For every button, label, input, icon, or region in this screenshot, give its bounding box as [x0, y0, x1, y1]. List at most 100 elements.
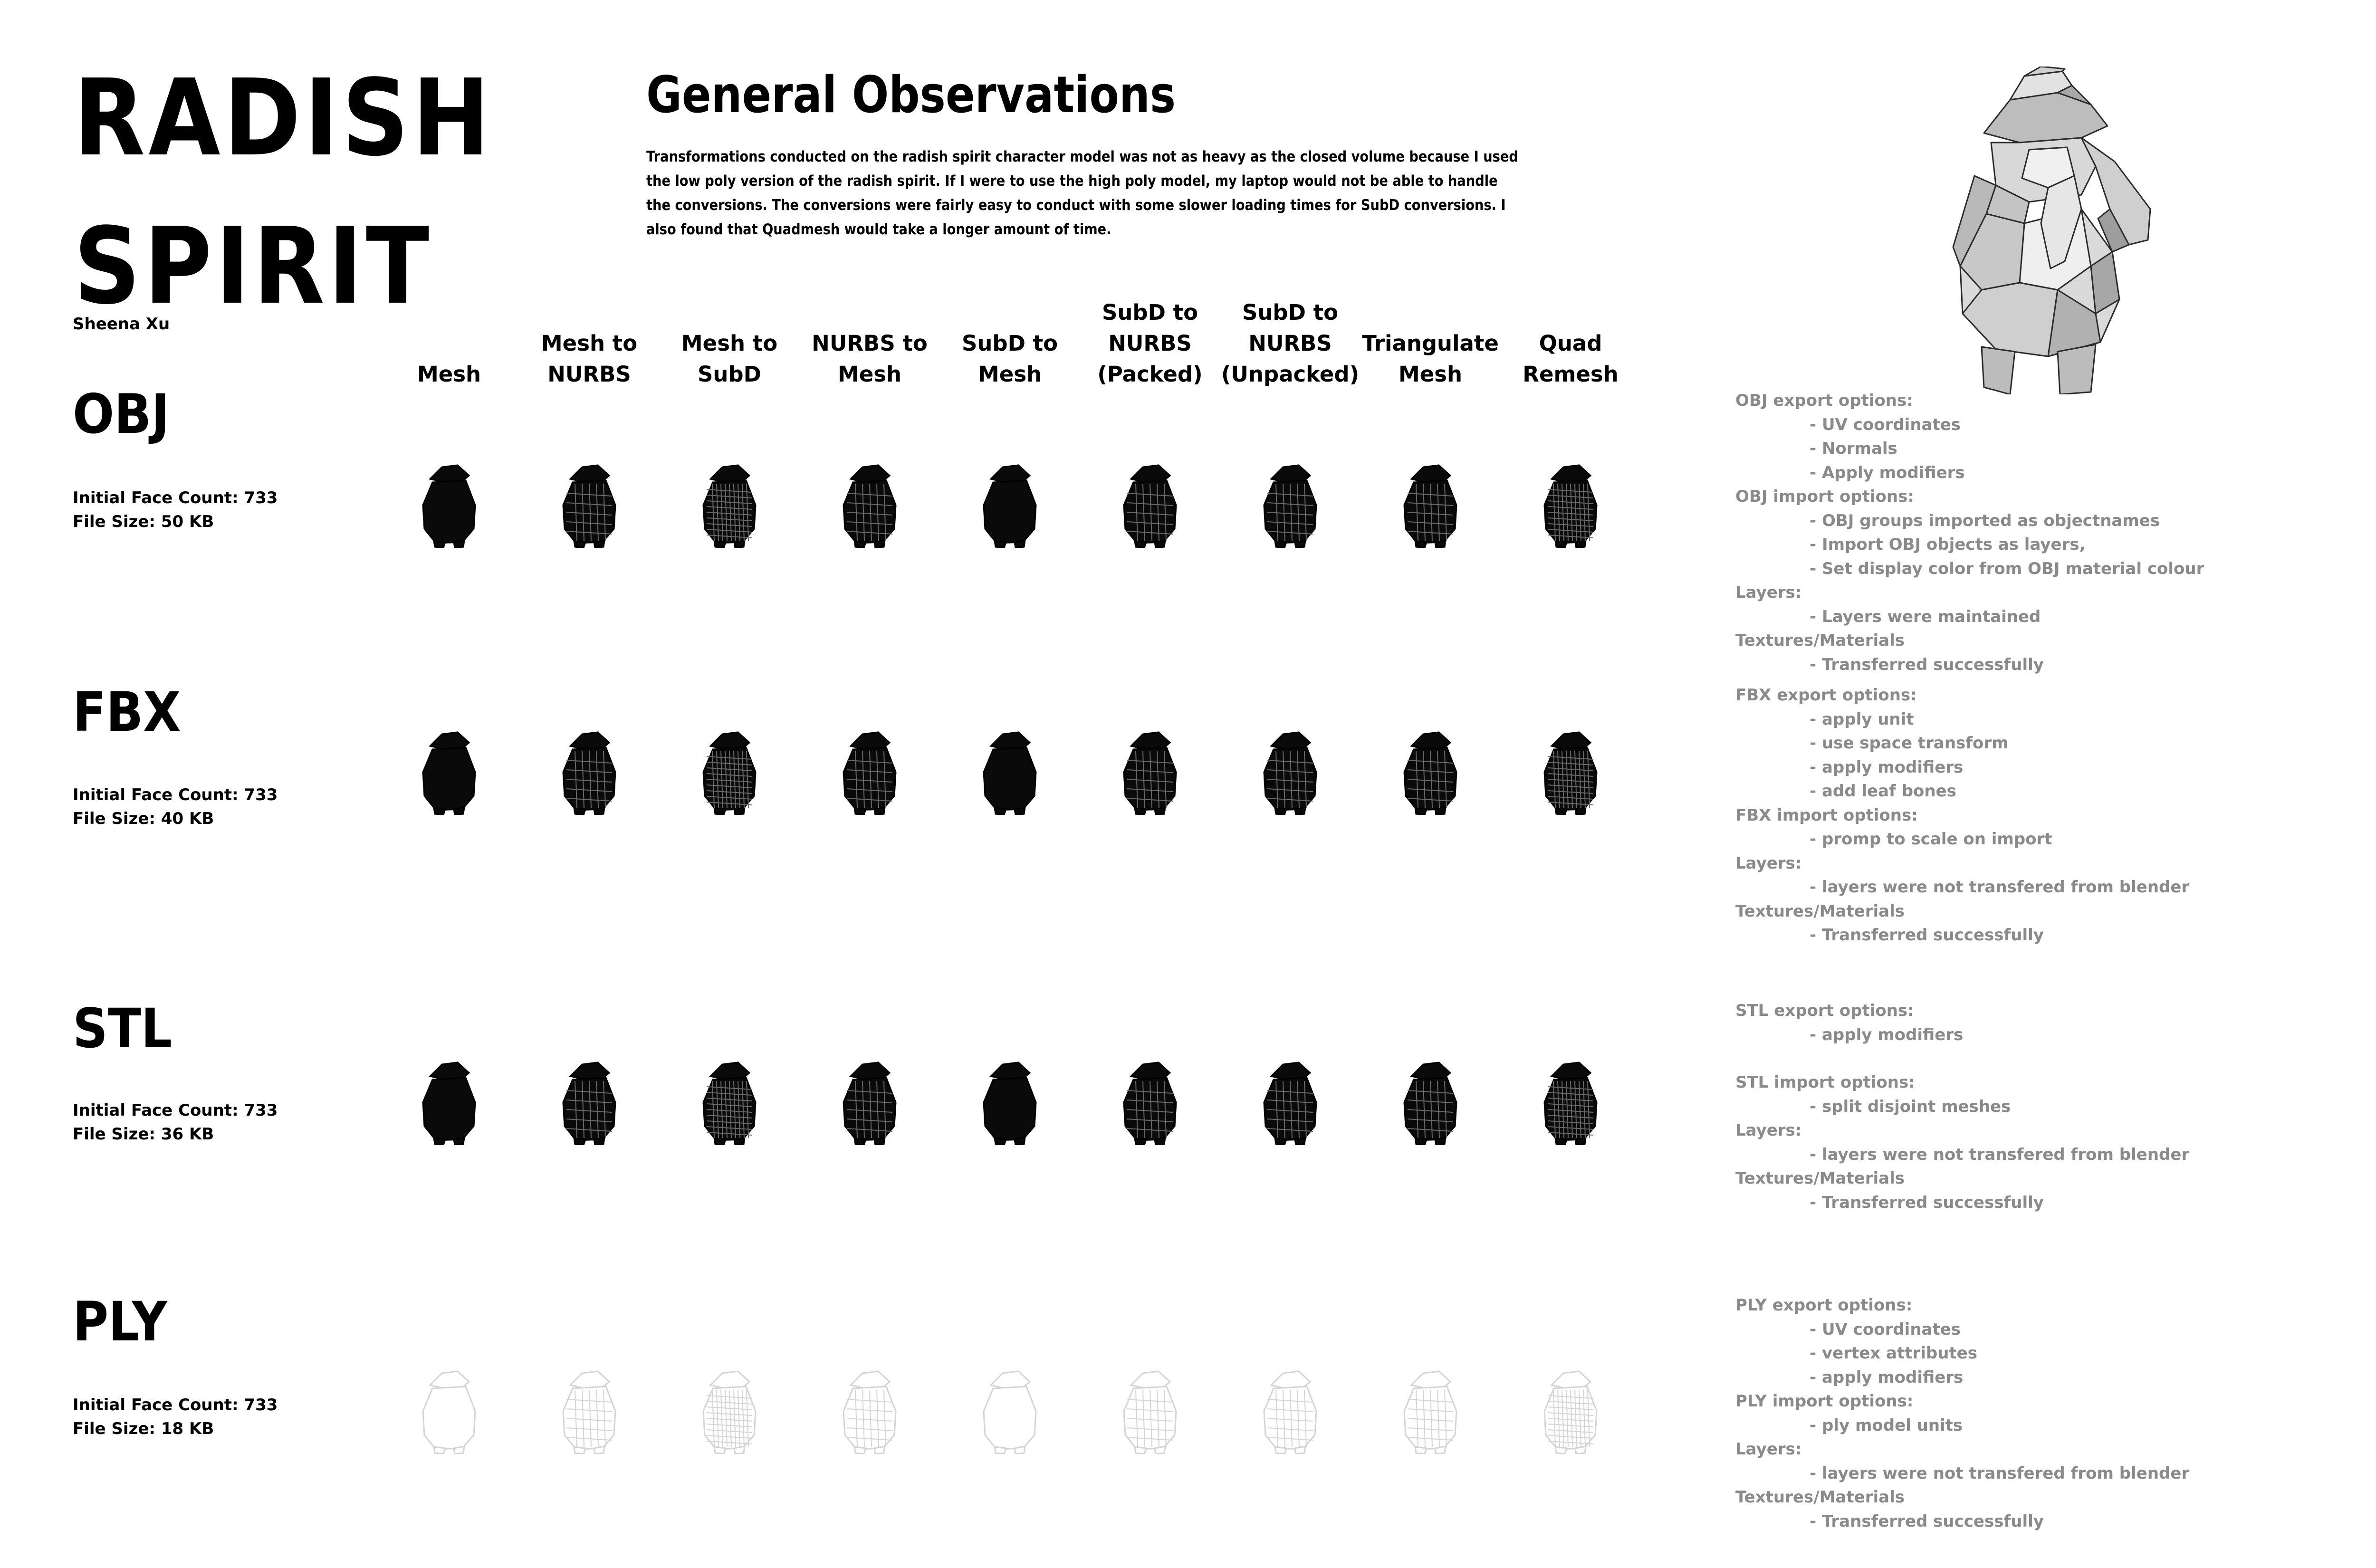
obj-import-item: - Set display color from OBJ material co… — [1810, 559, 2204, 578]
model-thumb-stl-subd-to-nurbs-packed — [1123, 1061, 1177, 1145]
ply-export-item: - vertex attributes — [1810, 1344, 1977, 1363]
obj-import-item: - OBJ groups imported as objectnames — [1810, 511, 2160, 530]
model-thumb-fbx-subd-to-mesh — [983, 731, 1037, 815]
model-thumb-ply-mesh — [422, 1370, 476, 1454]
file-size: File Size: 40 KB — [73, 809, 214, 828]
column-header-mesh-to-nurbs: Mesh to NURBS — [541, 331, 638, 387]
obj-export-item: - Apply modifiers — [1810, 463, 1965, 482]
model-thumb-stl-mesh-to-subd — [702, 1061, 757, 1145]
ply-textures-label: Textures/Materials — [1735, 1488, 1905, 1507]
fbx-import-label: FBX import options: — [1735, 805, 1918, 825]
format-stats-stl: Initial Face Count: 733 File Size: 36 KB — [73, 1099, 278, 1146]
column-header-subd-to-nurbs-unpacked: SubD to NURBS (Unpacked) — [1221, 300, 1360, 387]
fbx-textures-item: - Transferred successfully — [1810, 926, 2044, 945]
stl-textures-item: - Transferred successfully — [1810, 1193, 2044, 1212]
stl-import-item: - split disjoint meshes — [1810, 1097, 2011, 1116]
face-count: Initial Face Count: 733 — [73, 1396, 278, 1415]
column-header-subd-to-mesh: SubD to Mesh — [961, 331, 1058, 387]
author-name: Sheena Xu — [73, 315, 170, 334]
column-header-mesh-to-subd: Mesh to SubD — [681, 331, 778, 387]
fbx-export-item: - apply modifiers — [1810, 757, 1964, 777]
model-thumb-obj-quad-remesh — [1543, 464, 1598, 548]
radish-spirit-render — [1952, 67, 2151, 394]
stl-textures-label: Textures/Materials — [1735, 1169, 1905, 1188]
model-thumb-fbx-quad-remesh — [1543, 731, 1598, 815]
model-thumb-ply-quad-remesh — [1543, 1370, 1598, 1454]
obj-export-label: OBJ export options: — [1735, 391, 1913, 410]
model-thumb-fbx-subd-to-nurbs-packed — [1123, 731, 1177, 815]
model-thumb-fbx-nurbs-to-mesh — [843, 731, 897, 815]
title-line-2: SPIRIT — [74, 205, 433, 328]
model-thumb-stl-nurbs-to-mesh — [843, 1061, 897, 1145]
fbx-export-label: FBX export options: — [1735, 686, 1917, 705]
model-thumb-stl-subd-to-mesh — [983, 1061, 1037, 1145]
ply-textures-item: - Transferred successfully — [1810, 1511, 2044, 1531]
model-thumb-ply-nurbs-to-mesh — [843, 1370, 897, 1454]
column-header-subd-to-nurbs-packed: SubD to NURBS (Packed) — [1097, 300, 1203, 387]
model-thumb-obj-triangulate-mesh — [1403, 464, 1457, 548]
model-thumb-obj-subd-to-mesh — [983, 464, 1037, 548]
stl-export-item: - apply modifiers — [1810, 1025, 1964, 1044]
column-header-mesh: Mesh — [417, 362, 481, 387]
obj-export-item: - UV coordinates — [1810, 415, 1961, 434]
obj-layers-item: - Layers were maintained — [1810, 607, 2041, 626]
file-size: File Size: 36 KB — [73, 1125, 214, 1144]
model-thumb-obj-mesh — [422, 464, 476, 548]
model-thumb-stl-subd-to-nurbs-unpacked — [1263, 1061, 1317, 1145]
format-label-obj: OBJ — [73, 382, 170, 446]
ply-import-label: PLY import options: — [1735, 1392, 1914, 1411]
stl-layers-label: Layers: — [1735, 1121, 1802, 1140]
format-label-stl: STL — [73, 997, 172, 1060]
model-thumb-obj-subd-to-nurbs-unpacked — [1263, 464, 1317, 548]
model-thumb-fbx-mesh — [422, 731, 476, 815]
format-label-ply: PLY — [73, 1290, 167, 1353]
model-thumb-stl-triangulate-mesh — [1403, 1061, 1457, 1145]
obj-import-label: OBJ import options: — [1735, 487, 1914, 506]
model-thumb-obj-mesh-to-subd — [702, 464, 757, 548]
model-thumb-stl-mesh-to-nurbs — [562, 1061, 616, 1145]
model-thumb-stl-mesh — [422, 1061, 476, 1145]
column-header-nurbs-to-mesh: NURBS to Mesh — [812, 331, 928, 387]
format-stats-fbx: Initial Face Count: 733 File Size: 40 KB — [73, 783, 278, 831]
fbx-export-item: - add leaf bones — [1810, 782, 1956, 801]
face-count: Initial Face Count: 733 — [73, 785, 278, 804]
file-size: File Size: 18 KB — [73, 1419, 214, 1438]
ply-layers-label: Layers: — [1735, 1440, 1802, 1459]
spacer — [1735, 1047, 2189, 1071]
observations-text: Transformations conducted on the radish … — [646, 148, 1518, 238]
ply-layers-item: - layers were not transfered from blende… — [1810, 1463, 2190, 1483]
model-thumb-fbx-subd-to-nurbs-unpacked — [1263, 731, 1317, 815]
fbx-textures-label: Textures/Materials — [1735, 901, 1905, 921]
fbx-export-item: - use space transform — [1810, 734, 2009, 753]
ply-export-item: - apply modifiers — [1810, 1367, 1964, 1387]
model-thumb-ply-mesh-to-nurbs — [562, 1370, 616, 1454]
ply-import-item: - ply model units — [1810, 1415, 1963, 1435]
format-stats-obj: Initial Face Count: 733 File Size: 50 KB — [73, 486, 278, 534]
obj-textures-label: Textures/Materials — [1735, 631, 1905, 650]
model-thumb-fbx-mesh-to-subd — [702, 731, 757, 815]
stl-import-label: STL import options: — [1735, 1073, 1915, 1092]
notes-stl: STL export options: - apply modifiers ST… — [1735, 999, 2189, 1214]
fbx-layers-item: - layers were not transfered from blende… — [1810, 878, 2190, 897]
obj-textures-item: - Transferred successfully — [1810, 655, 2044, 674]
model-thumb-ply-mesh-to-subd — [702, 1370, 757, 1454]
format-label-fbx: FBX — [73, 680, 181, 744]
obj-import-item: - Import OBJ objects as layers, — [1810, 535, 2086, 554]
model-thumb-ply-subd-to-nurbs-packed — [1123, 1370, 1177, 1454]
notes-obj: OBJ export options: - UV coordinates - N… — [1735, 389, 2204, 677]
ply-export-item: - UV coordinates — [1810, 1319, 1961, 1339]
obj-export-item: - Normals — [1810, 439, 1897, 458]
notes-fbx: FBX export options: - apply unit - use s… — [1735, 683, 2189, 947]
model-thumb-fbx-mesh-to-nurbs — [562, 731, 616, 815]
model-thumb-ply-triangulate-mesh — [1403, 1370, 1457, 1454]
observations-heading: General Observations — [646, 66, 1176, 124]
face-count: Initial Face Count: 733 — [73, 488, 278, 507]
format-stats-ply: Initial Face Count: 733 File Size: 18 KB — [73, 1393, 278, 1441]
notes-ply: PLY export options: - UV coordinates - v… — [1735, 1293, 2189, 1533]
obj-layers-label: Layers: — [1735, 583, 1802, 602]
model-thumb-stl-quad-remesh — [1543, 1061, 1598, 1145]
fbx-export-item: - apply unit — [1810, 709, 1914, 729]
model-thumb-obj-nurbs-to-mesh — [843, 464, 897, 548]
model-thumb-obj-subd-to-nurbs-packed — [1123, 464, 1177, 548]
model-thumb-fbx-triangulate-mesh — [1403, 731, 1457, 815]
